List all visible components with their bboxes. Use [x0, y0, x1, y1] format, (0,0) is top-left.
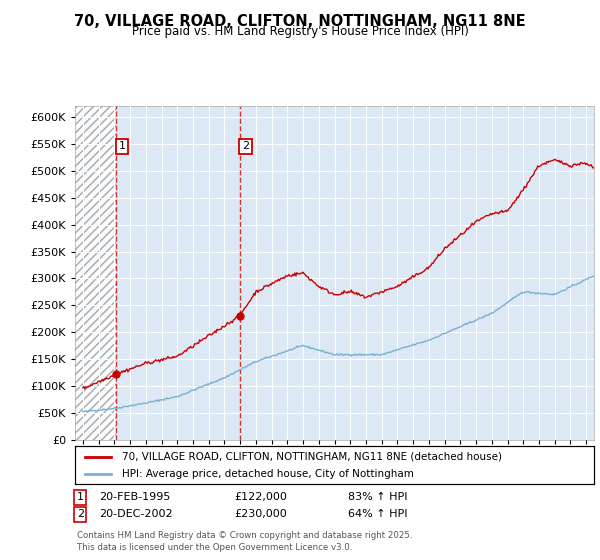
Text: 70, VILLAGE ROAD, CLIFTON, NOTTINGHAM, NG11 8NE: 70, VILLAGE ROAD, CLIFTON, NOTTINGHAM, N…	[74, 14, 526, 29]
Text: 83% ↑ HPI: 83% ↑ HPI	[348, 492, 407, 502]
Text: 1: 1	[77, 492, 84, 502]
Text: HPI: Average price, detached house, City of Nottingham: HPI: Average price, detached house, City…	[122, 469, 413, 479]
Text: 2: 2	[77, 509, 84, 519]
Text: 64% ↑ HPI: 64% ↑ HPI	[348, 509, 407, 519]
Text: 1: 1	[119, 141, 126, 151]
Text: 70, VILLAGE ROAD, CLIFTON, NOTTINGHAM, NG11 8NE (detached house): 70, VILLAGE ROAD, CLIFTON, NOTTINGHAM, N…	[122, 452, 502, 462]
Text: 20-DEC-2002: 20-DEC-2002	[99, 509, 173, 519]
Text: Contains HM Land Registry data © Crown copyright and database right 2025.
This d: Contains HM Land Registry data © Crown c…	[77, 531, 412, 552]
Text: £122,000: £122,000	[234, 492, 287, 502]
Bar	[75, 106, 116, 440]
Text: £230,000: £230,000	[234, 509, 287, 519]
Text: 20-FEB-1995: 20-FEB-1995	[99, 492, 170, 502]
Text: Price paid vs. HM Land Registry's House Price Index (HPI): Price paid vs. HM Land Registry's House …	[131, 25, 469, 38]
Text: 2: 2	[242, 141, 249, 151]
